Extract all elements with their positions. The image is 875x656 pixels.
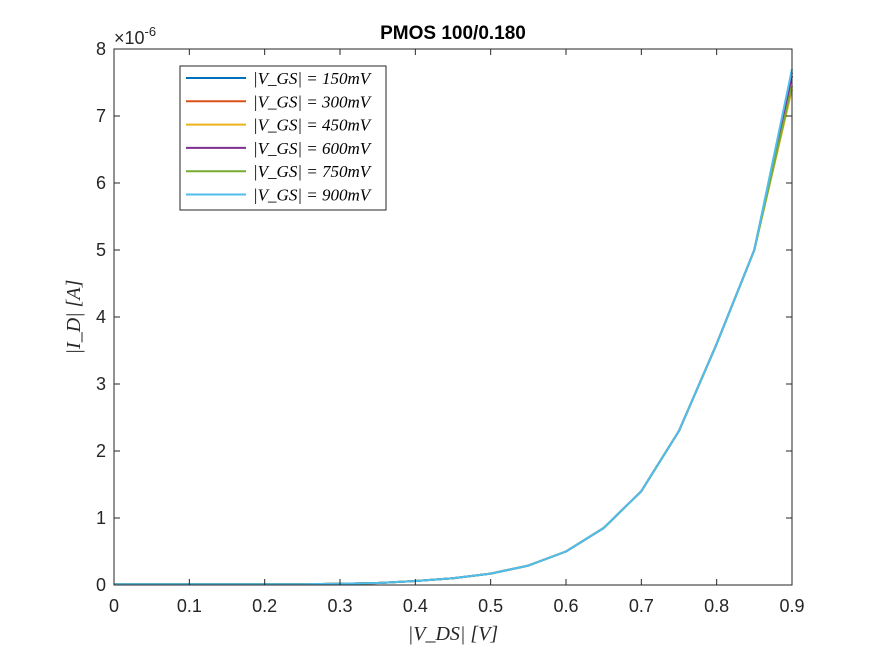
x-axis-label: |V_DS| [V] <box>408 623 498 645</box>
series-line-6 <box>114 68 793 586</box>
legend-label: |V_GS| = 300mV <box>253 92 373 111</box>
y-tick-label: 6 <box>96 173 106 193</box>
x-tick-label: 0.3 <box>327 596 352 616</box>
legend-box <box>179 65 387 211</box>
y-tick-label: 5 <box>96 240 106 260</box>
x-axis-ticks: 0 0.1 0.2 0.3 0.4 0.5 0.6 0.7 0.8 0.9 <box>109 49 805 616</box>
x-tick-label: 0.8 <box>704 596 729 616</box>
y-tick-label: 8 <box>96 39 106 59</box>
y-tick-label: 2 <box>96 441 106 461</box>
chart-title: PMOS 100/0.180 <box>380 23 526 44</box>
y-tick-label: 3 <box>96 374 106 394</box>
x-tick-label: 0.7 <box>629 596 654 616</box>
legend-label: |V_GS| = 750mV <box>253 162 373 181</box>
x-tick-label: 0.6 <box>553 596 578 616</box>
legend-label: |V_GS| = 150mV <box>253 69 373 88</box>
legend-label: |V_GS| = 450mV <box>253 116 373 135</box>
x-tick-label: 0.4 <box>403 596 428 616</box>
y-tick-label: 0 <box>96 575 106 595</box>
x-tick-label: 0.9 <box>779 596 804 616</box>
y-tick-label: 4 <box>96 307 106 327</box>
legend-label: |V_GS| = 900mV <box>253 186 373 205</box>
series-layer <box>114 68 793 586</box>
x-tick-label: 0 <box>109 596 119 616</box>
y-exponent-power: -6 <box>145 24 157 39</box>
y-axis-label: |I_D| [A] <box>63 280 85 355</box>
y-exponent-label: ×10-6 <box>114 24 156 48</box>
legend: |V_GS| = 150mV |V_GS| = 300mV |V_GS| = 450… <box>179 65 387 211</box>
legend-label: |V_GS| = 600mV <box>253 139 373 158</box>
y-tick-label: 1 <box>96 508 106 528</box>
y-axis-ticks: 0 1 2 3 4 5 6 7 8 <box>96 39 792 595</box>
y-tick-label: 7 <box>96 106 106 126</box>
x-tick-label: 0.5 <box>478 596 503 616</box>
x-tick-label: 0.1 <box>177 596 202 616</box>
y-exponent-base: ×10 <box>114 28 145 48</box>
x-tick-label: 0.2 <box>252 596 277 616</box>
